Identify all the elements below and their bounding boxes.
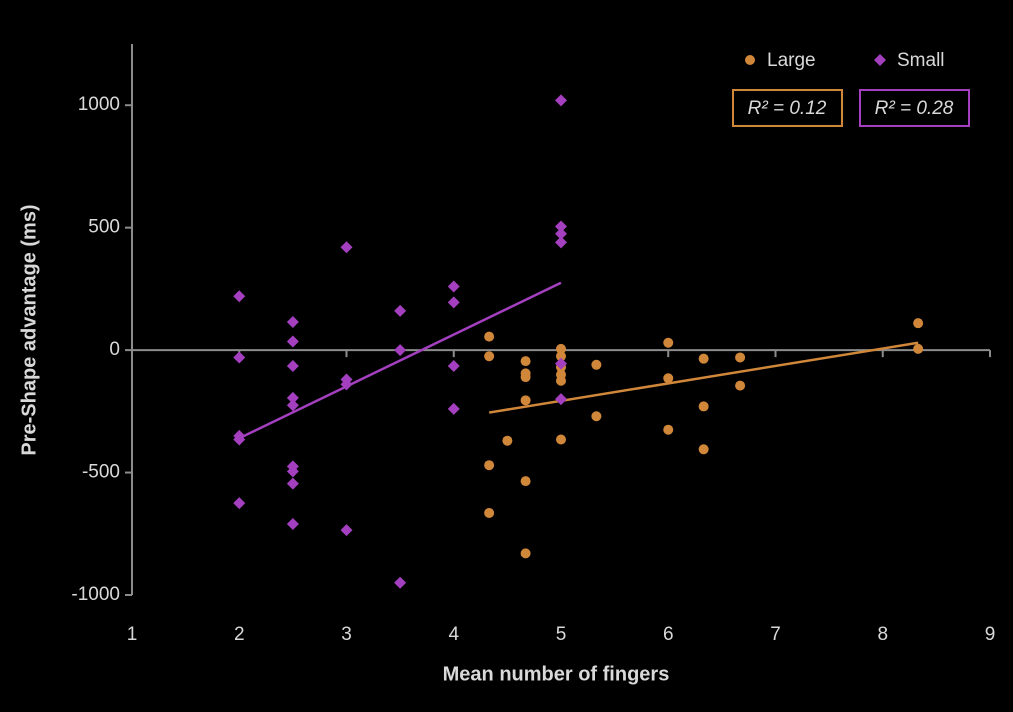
point <box>447 296 460 309</box>
point <box>556 351 566 362</box>
point <box>233 290 246 303</box>
legend-marker <box>745 55 755 65</box>
point <box>286 315 299 328</box>
point <box>555 393 567 406</box>
x-tick-label: 5 <box>556 624 567 645</box>
point <box>394 344 407 357</box>
point <box>340 378 353 391</box>
point <box>286 517 299 530</box>
point <box>556 434 566 445</box>
point <box>520 476 531 487</box>
point <box>340 241 353 254</box>
x-tick-label: 8 <box>877 624 888 645</box>
x-tick-label: 1 <box>127 624 138 645</box>
point <box>555 357 567 370</box>
point <box>520 372 531 383</box>
x-tick-label: 9 <box>985 624 996 645</box>
point <box>591 359 602 370</box>
y-tick-label: -500 <box>82 462 120 483</box>
y-tick-label: -1000 <box>71 584 120 605</box>
y-tick-label: 0 <box>109 339 120 360</box>
point <box>286 477 299 490</box>
point <box>556 375 566 386</box>
x-tick-label: 2 <box>234 624 245 645</box>
point <box>555 220 567 233</box>
point <box>698 401 709 412</box>
x-tick-label: 7 <box>770 624 781 645</box>
point <box>233 497 246 510</box>
point <box>484 460 495 471</box>
point <box>484 331 495 342</box>
point <box>286 391 299 404</box>
x-tick-label: 3 <box>341 624 352 645</box>
point <box>447 280 460 293</box>
legend-marker <box>874 54 886 66</box>
y-axis-label: Pre-Shape advantage (ms) <box>18 204 40 455</box>
point <box>233 433 246 446</box>
point <box>735 380 746 391</box>
annotation-box <box>732 89 843 127</box>
point <box>520 356 531 367</box>
point <box>698 353 709 364</box>
annotation: R² = 0.12 <box>748 98 827 119</box>
point <box>520 395 531 406</box>
legend-label: Small <box>897 50 945 71</box>
point <box>663 424 674 435</box>
point <box>394 304 407 317</box>
y-tick-label: 1000 <box>78 94 120 115</box>
point <box>913 343 924 354</box>
point <box>735 352 746 363</box>
point <box>663 337 674 348</box>
trend-line <box>238 281 562 440</box>
x-axis-label: Mean number of fingers <box>443 663 670 685</box>
y-tick-label: 500 <box>88 217 120 238</box>
point <box>502 435 513 446</box>
point <box>286 335 299 348</box>
point <box>555 236 567 249</box>
point <box>233 351 246 364</box>
x-tick-label: 6 <box>663 624 674 645</box>
point <box>555 94 567 107</box>
point <box>286 360 299 373</box>
point <box>913 318 924 329</box>
point <box>555 227 567 240</box>
point <box>484 351 495 362</box>
legend-label: Large <box>767 50 816 71</box>
point <box>663 373 674 384</box>
point <box>591 411 602 422</box>
point <box>286 465 299 478</box>
x-tick-label: 4 <box>448 624 459 645</box>
annotation-box <box>859 89 970 127</box>
annotation: R² = 0.28 <box>875 98 954 119</box>
point <box>340 524 353 537</box>
point <box>556 343 566 354</box>
point <box>698 444 709 455</box>
point <box>520 548 531 559</box>
point <box>484 507 495 518</box>
point <box>286 399 299 412</box>
point <box>394 576 407 589</box>
point <box>447 360 460 373</box>
point <box>447 402 460 415</box>
